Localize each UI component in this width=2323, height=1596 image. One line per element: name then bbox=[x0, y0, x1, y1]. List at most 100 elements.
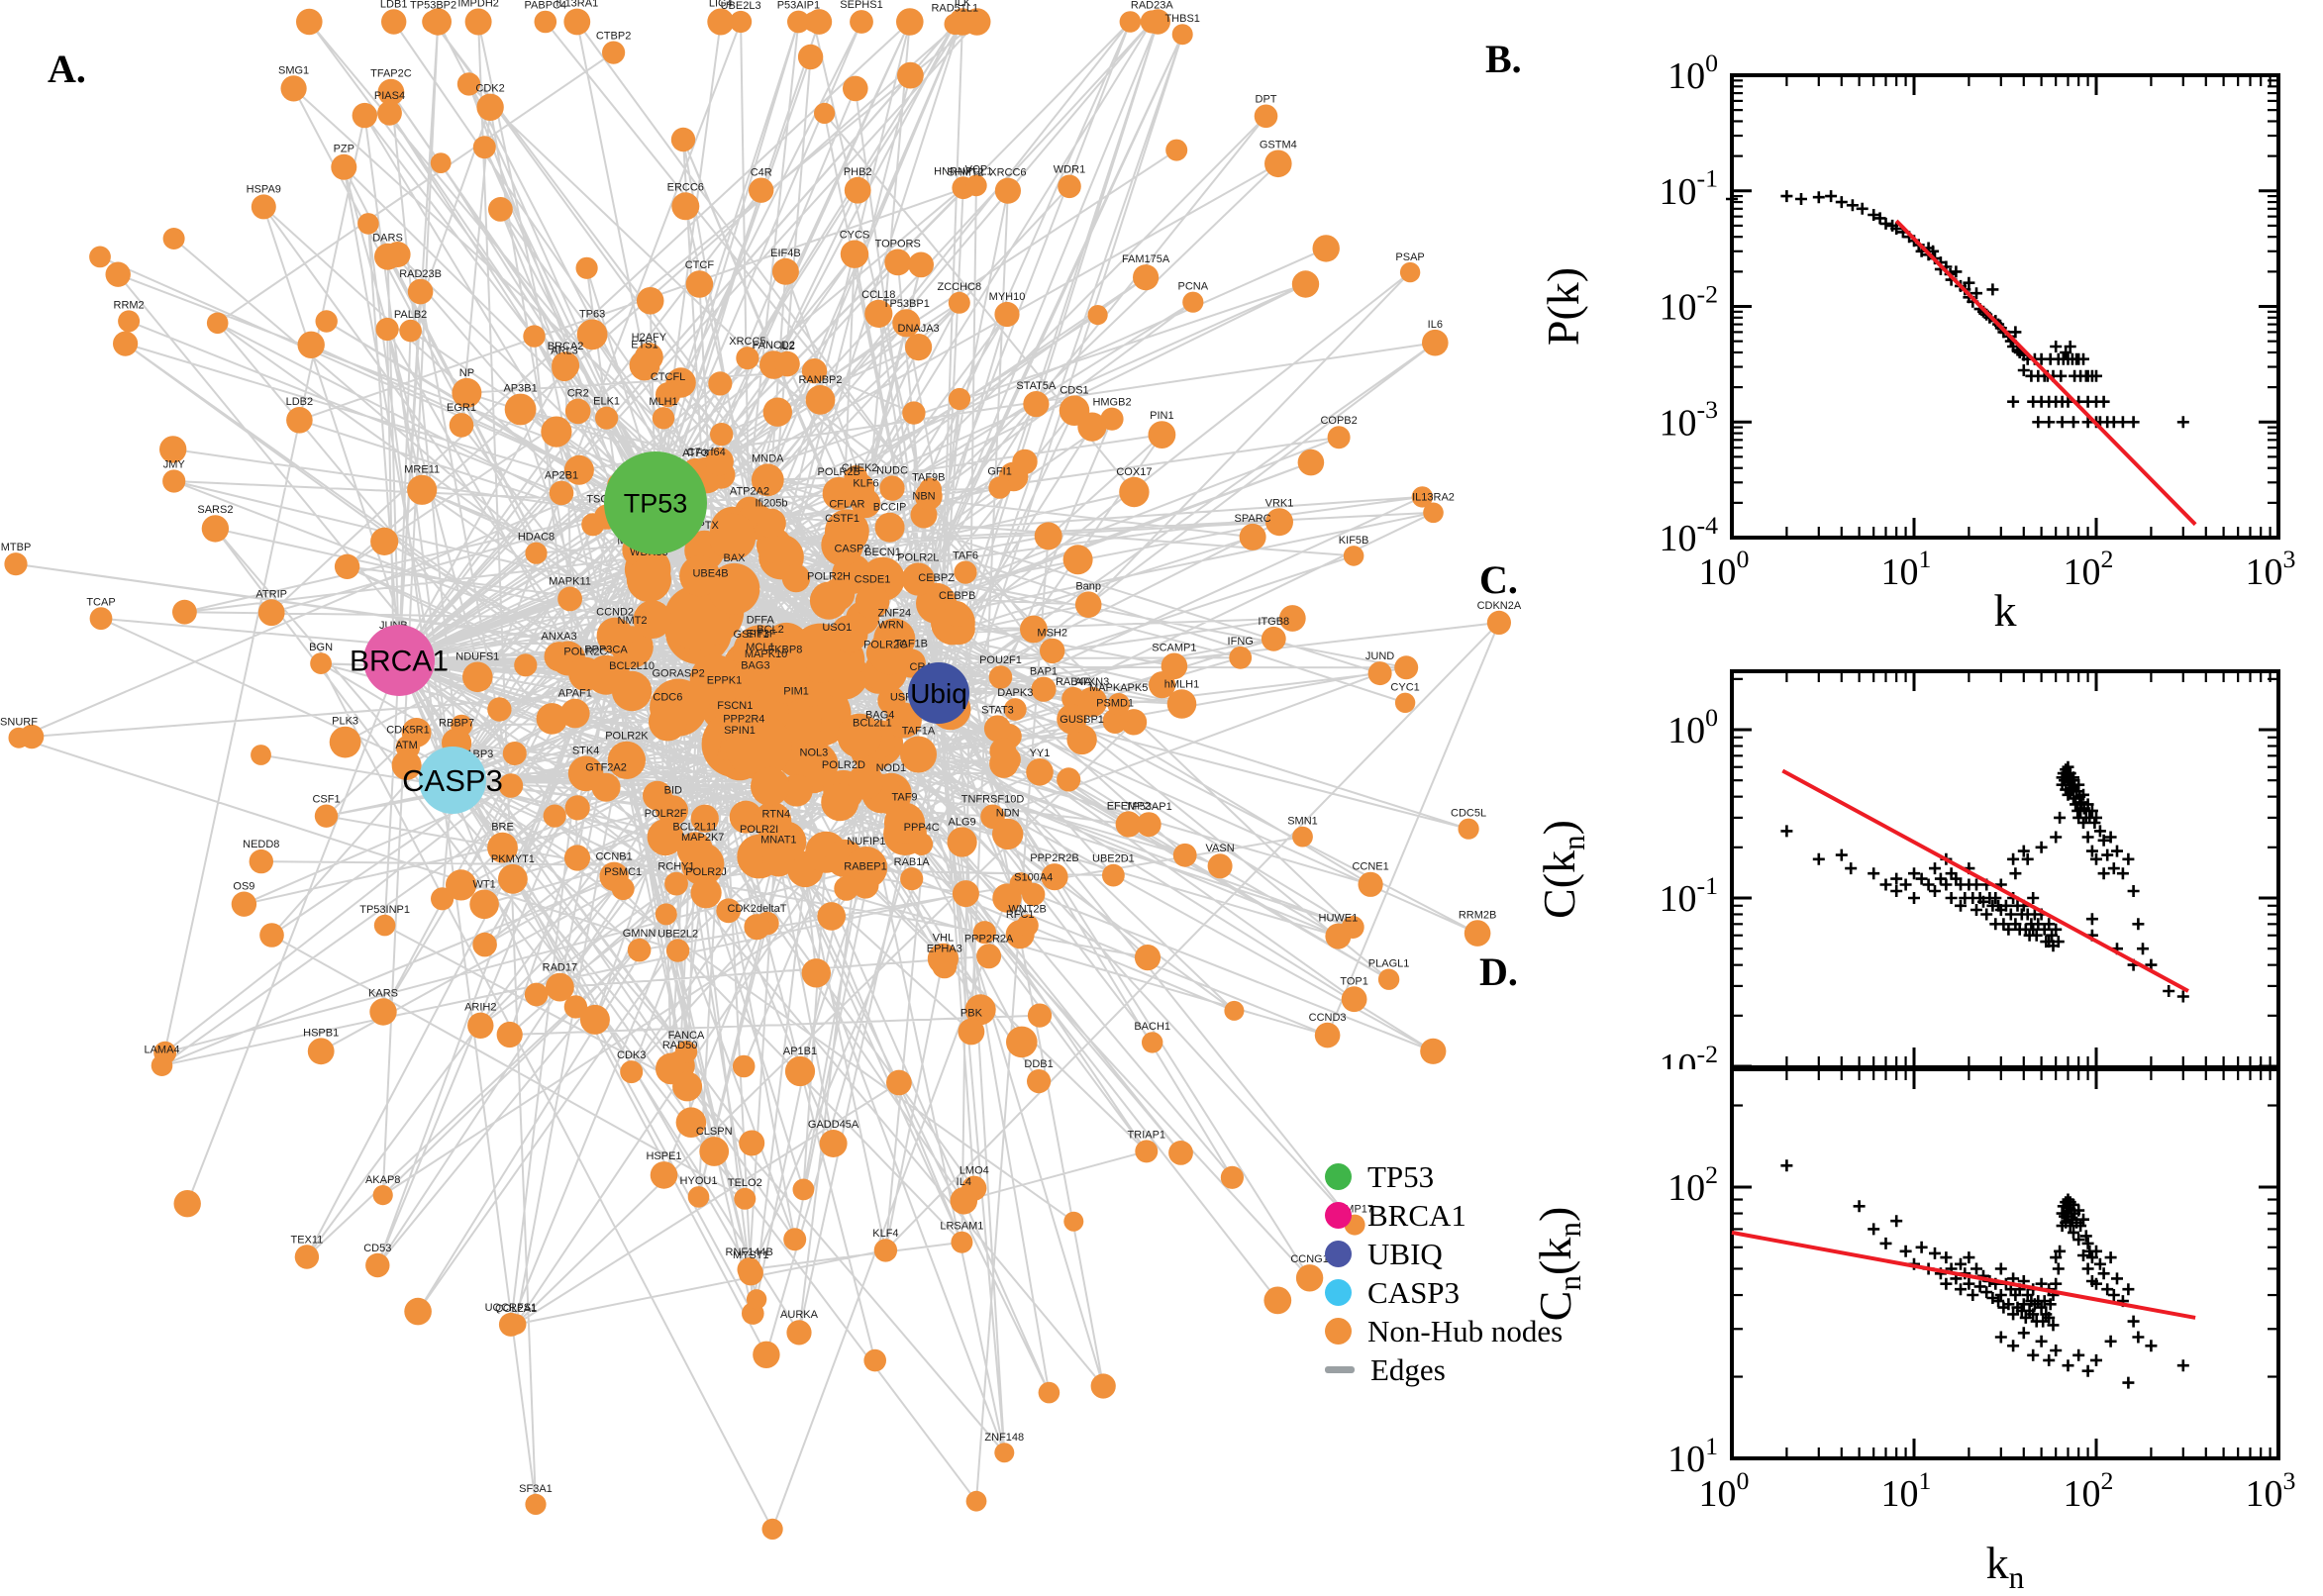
svg-text:PHB2: PHB2 bbox=[844, 166, 872, 178]
svg-text:KARS: KARS bbox=[368, 987, 398, 999]
svg-text:FANCD2: FANCD2 bbox=[753, 340, 795, 351]
scatter-points bbox=[1780, 760, 2189, 1003]
svg-text:MAPK10: MAPK10 bbox=[745, 648, 787, 660]
legend-label: Edges bbox=[1370, 1351, 1446, 1387]
svg-text:BCL2: BCL2 bbox=[757, 624, 784, 636]
tick-marks bbox=[1730, 671, 2280, 1068]
svg-text:POLR2J: POLR2J bbox=[685, 866, 727, 878]
scatter-points bbox=[1780, 1159, 2189, 1389]
axes bbox=[1730, 73, 2280, 540]
svg-text:10-1: 10-1 bbox=[1659, 871, 1718, 920]
protein-network-panel: MAPK10 PIM1 EPPK1 USO1 GSPT1 BAG3 FSCN1 UBE4B SP… bbox=[0, 0, 1522, 1540]
svg-text:TOP1: TOP1 bbox=[1340, 975, 1368, 987]
svg-text:k: k bbox=[1994, 585, 2017, 636]
svg-text:SCAMP1: SCAMP1 bbox=[1152, 643, 1196, 654]
axis-titles: C(kn) bbox=[1534, 820, 1591, 919]
legend-item-nonhub: Non-Hub nodes bbox=[1325, 1314, 1563, 1348]
svg-text:BCL2L10: BCL2L10 bbox=[609, 660, 655, 672]
svg-text:POLR2C: POLR2C bbox=[563, 647, 607, 658]
svg-text:EFEMP2: EFEMP2 bbox=[1107, 800, 1151, 812]
svg-text:CCNB1: CCNB1 bbox=[595, 851, 632, 863]
svg-text:FAM175A: FAM175A bbox=[1122, 253, 1170, 265]
svg-text:PPP2R4: PPP2R4 bbox=[723, 713, 764, 725]
svg-text:PLAGL1: PLAGL1 bbox=[1368, 958, 1410, 970]
svg-text:CYC1: CYC1 bbox=[1390, 682, 1419, 694]
svg-text:BCL2L11: BCL2L11 bbox=[672, 821, 717, 833]
svg-text:RBBP7: RBBP7 bbox=[439, 717, 474, 729]
svg-text:102: 102 bbox=[2064, 1466, 2114, 1515]
svg-text:ANXA3: ANXA3 bbox=[542, 631, 577, 643]
svg-text:TRIAP1: TRIAP1 bbox=[1128, 1129, 1166, 1141]
svg-text:RAD23A: RAD23A bbox=[1131, 0, 1173, 11]
svg-text:YY1: YY1 bbox=[1030, 748, 1051, 759]
svg-text:GMNN: GMNN bbox=[623, 928, 656, 940]
svg-text:GORASP2: GORASP2 bbox=[653, 668, 705, 680]
svg-text:NBN: NBN bbox=[912, 491, 935, 503]
svg-text:MYH10: MYH10 bbox=[989, 291, 1026, 303]
svg-text:ILK: ILK bbox=[955, 0, 971, 9]
svg-text:POLR2B: POLR2B bbox=[817, 466, 859, 478]
svg-text:CR2: CR2 bbox=[567, 388, 589, 400]
hub-node-Ubiq bbox=[908, 662, 969, 724]
svg-text:CLSPN: CLSPN bbox=[696, 1126, 733, 1138]
tp53-swatch-icon bbox=[1325, 1163, 1352, 1190]
svg-text:NUDC: NUDC bbox=[876, 464, 908, 476]
svg-text:CCNE1: CCNE1 bbox=[1352, 861, 1388, 873]
svg-text:PPP3CA: PPP3CA bbox=[584, 645, 628, 656]
svg-text:STAT5A: STAT5A bbox=[1016, 380, 1057, 392]
svg-text:PIN1: PIN1 bbox=[1150, 410, 1173, 422]
svg-text:HDAC8: HDAC8 bbox=[518, 532, 555, 544]
svg-text:BGN: BGN bbox=[309, 642, 333, 653]
svg-text:AP2B1: AP2B1 bbox=[545, 470, 578, 482]
svg-text:RTN4: RTN4 bbox=[762, 808, 791, 820]
svg-text:HSPA9: HSPA9 bbox=[247, 183, 281, 195]
svg-text:PKMYT1: PKMYT1 bbox=[491, 853, 535, 865]
svg-text:WRN: WRN bbox=[877, 619, 903, 631]
svg-text:CTCFL: CTCFL bbox=[651, 371, 685, 383]
svg-text:100: 100 bbox=[1699, 1466, 1750, 1515]
svg-text:ARL3: ARL3 bbox=[551, 346, 578, 357]
svg-text:PABPC4: PABPC4 bbox=[525, 0, 567, 12]
svg-text:PSAP: PSAP bbox=[1395, 251, 1424, 263]
svg-text:CSDE1: CSDE1 bbox=[855, 573, 891, 585]
svg-text:CTBP2: CTBP2 bbox=[596, 31, 631, 43]
svg-text:POLR2L: POLR2L bbox=[897, 551, 939, 563]
scatter-points bbox=[1726, 190, 2189, 429]
svg-text:ITGB8: ITGB8 bbox=[1258, 616, 1289, 628]
panel-label-d: D. bbox=[1479, 949, 1518, 994]
svg-text:CDK2: CDK2 bbox=[475, 83, 504, 95]
svg-text:SNURF: SNURF bbox=[0, 717, 38, 729]
svg-text:MAPK11: MAPK11 bbox=[549, 576, 591, 588]
svg-text:PIAS4: PIAS4 bbox=[374, 90, 405, 102]
axis-titles: kn Cn(kn) bbox=[1530, 1207, 2025, 1595]
svg-text:MTBP: MTBP bbox=[1, 542, 32, 553]
svg-text:NDN: NDN bbox=[996, 808, 1020, 820]
edge-swatch-icon bbox=[1325, 1366, 1355, 1373]
svg-text:DARS: DARS bbox=[372, 233, 403, 245]
svg-text:SARS2: SARS2 bbox=[197, 504, 233, 516]
svg-text:IL2: IL2 bbox=[779, 341, 794, 352]
svg-text:ARIH2: ARIH2 bbox=[464, 1002, 496, 1014]
svg-text:ATM: ATM bbox=[395, 740, 417, 751]
axis-titles: k P(k) bbox=[1538, 267, 2017, 636]
svg-text:BCL2L1: BCL2L1 bbox=[853, 718, 892, 730]
svg-text:APAF1: APAF1 bbox=[558, 688, 592, 700]
svg-text:PZP: PZP bbox=[334, 144, 354, 155]
svg-text:103: 103 bbox=[2246, 545, 2296, 593]
svg-text:IL13RA2: IL13RA2 bbox=[1412, 492, 1455, 504]
svg-text:RRM2: RRM2 bbox=[114, 299, 145, 311]
svg-text:DPT: DPT bbox=[1256, 94, 1277, 106]
svg-text:LDB2: LDB2 bbox=[286, 396, 314, 408]
svg-text:PLK3: PLK3 bbox=[332, 716, 358, 728]
svg-text:DNAJA3: DNAJA3 bbox=[898, 323, 940, 335]
svg-text:Cn(kn): Cn(kn) bbox=[1530, 1207, 1587, 1322]
svg-text:EPPK1: EPPK1 bbox=[707, 674, 742, 686]
svg-text:SF3A1: SF3A1 bbox=[519, 1483, 553, 1495]
svg-text:CDK3: CDK3 bbox=[617, 1049, 646, 1061]
svg-text:VRK1: VRK1 bbox=[1265, 497, 1294, 509]
tick-marks bbox=[1730, 73, 2280, 540]
svg-text:IL13RA1: IL13RA1 bbox=[556, 0, 598, 10]
svg-text:MSH2: MSH2 bbox=[1037, 628, 1067, 640]
svg-text:UBE4B: UBE4B bbox=[692, 567, 728, 579]
